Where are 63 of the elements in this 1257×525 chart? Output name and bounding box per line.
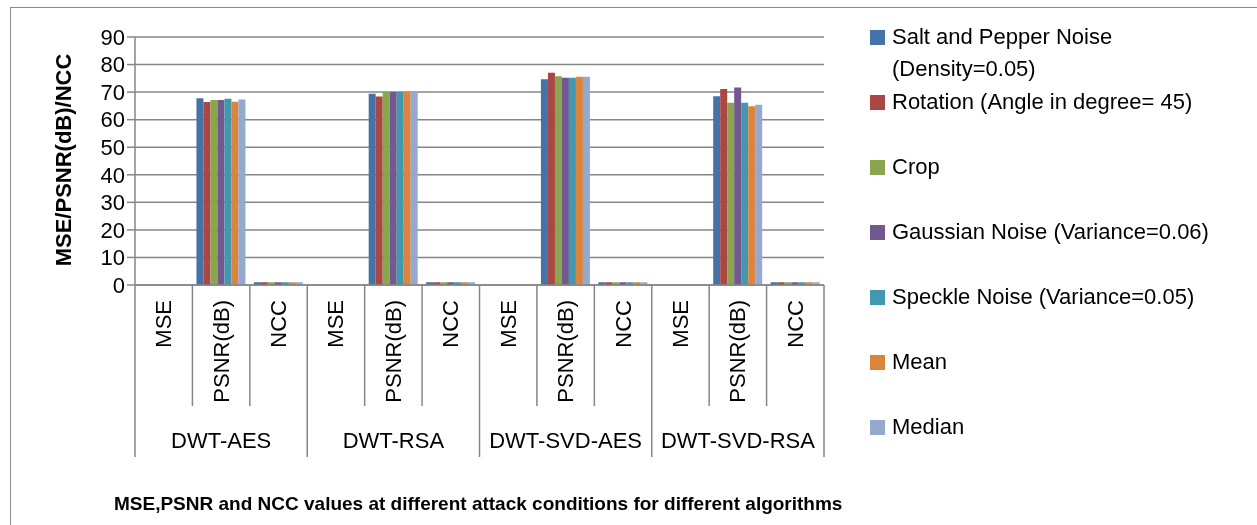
bar bbox=[755, 104, 763, 285]
legend-label: Salt and Pepper Noise (Density=0.05) bbox=[892, 23, 1114, 83]
text: MSE,PSNR and NCC values at different attack conditions for different algorithms bbox=[114, 492, 843, 514]
bar bbox=[575, 76, 583, 285]
bar bbox=[368, 93, 376, 285]
text: DWT-AES bbox=[171, 427, 272, 453]
bar bbox=[568, 77, 576, 285]
y-tick-label: 20 bbox=[100, 217, 125, 243]
x-tick-label: PSNR(dB) bbox=[380, 300, 406, 403]
bar bbox=[224, 98, 232, 285]
text: DWT-SVD-AES bbox=[489, 427, 643, 453]
bar bbox=[196, 98, 204, 285]
x-tick-label: MSE bbox=[667, 300, 693, 348]
x-tick-label: NCC bbox=[266, 299, 292, 348]
bar bbox=[210, 100, 218, 285]
y-tick-label: 30 bbox=[100, 190, 125, 216]
bar bbox=[231, 101, 239, 285]
bar bbox=[382, 92, 390, 285]
legend-label: Gaussian Noise (Variance=0.06) bbox=[892, 218, 1210, 246]
bar bbox=[554, 76, 562, 285]
bar bbox=[410, 92, 418, 285]
legend-label: Median bbox=[892, 413, 966, 441]
bar bbox=[720, 89, 728, 285]
y-tick-label: 0 bbox=[112, 272, 125, 298]
x-tick-label: PSNR(dB) bbox=[725, 300, 751, 403]
bar bbox=[238, 99, 246, 285]
legend-label: Crop bbox=[892, 153, 941, 181]
y-tick-label: 60 bbox=[100, 107, 125, 133]
x-tick-label: NCC bbox=[782, 299, 808, 348]
y-tick-label: 90 bbox=[100, 24, 125, 50]
text: DWT-RSA bbox=[342, 427, 445, 453]
bar bbox=[734, 87, 742, 285]
bar bbox=[540, 79, 548, 285]
x-tick-label: NCC bbox=[610, 299, 636, 348]
bar bbox=[375, 96, 383, 285]
bar bbox=[727, 102, 735, 285]
bar bbox=[203, 102, 211, 285]
y-tick-label: 50 bbox=[100, 135, 125, 161]
bar bbox=[547, 72, 555, 285]
y-tick-label: 70 bbox=[100, 79, 125, 105]
bar bbox=[389, 92, 397, 285]
bar bbox=[713, 96, 721, 285]
text: DWT-SVD-RSA bbox=[660, 427, 816, 453]
x-tick-label: MSE bbox=[495, 300, 521, 348]
x-tick-label: PSNR(dB) bbox=[553, 300, 579, 403]
bar bbox=[582, 76, 590, 285]
legend-label: Rotation (Angle in degree= 45) bbox=[892, 88, 1194, 116]
y-tick-label: 80 bbox=[100, 52, 125, 78]
bar bbox=[741, 102, 749, 285]
legend-label: Speckle Noise (Variance=0.05) bbox=[892, 283, 1196, 311]
bar bbox=[396, 92, 404, 285]
x-tick-label: MSE bbox=[151, 300, 177, 348]
legend-label: Mean bbox=[892, 348, 949, 376]
bar bbox=[403, 92, 411, 285]
x-tick-label: PSNR(dB) bbox=[208, 300, 234, 403]
y-axis-title: MSE/PSNR(dB)/NCC bbox=[50, 53, 76, 267]
bar bbox=[217, 100, 225, 285]
bar bbox=[748, 106, 756, 285]
x-tick-label: NCC bbox=[438, 299, 464, 348]
bar bbox=[561, 77, 569, 285]
y-tick-label: 40 bbox=[100, 162, 125, 188]
y-tick-label: 10 bbox=[100, 245, 125, 271]
x-tick-label: MSE bbox=[323, 300, 349, 348]
